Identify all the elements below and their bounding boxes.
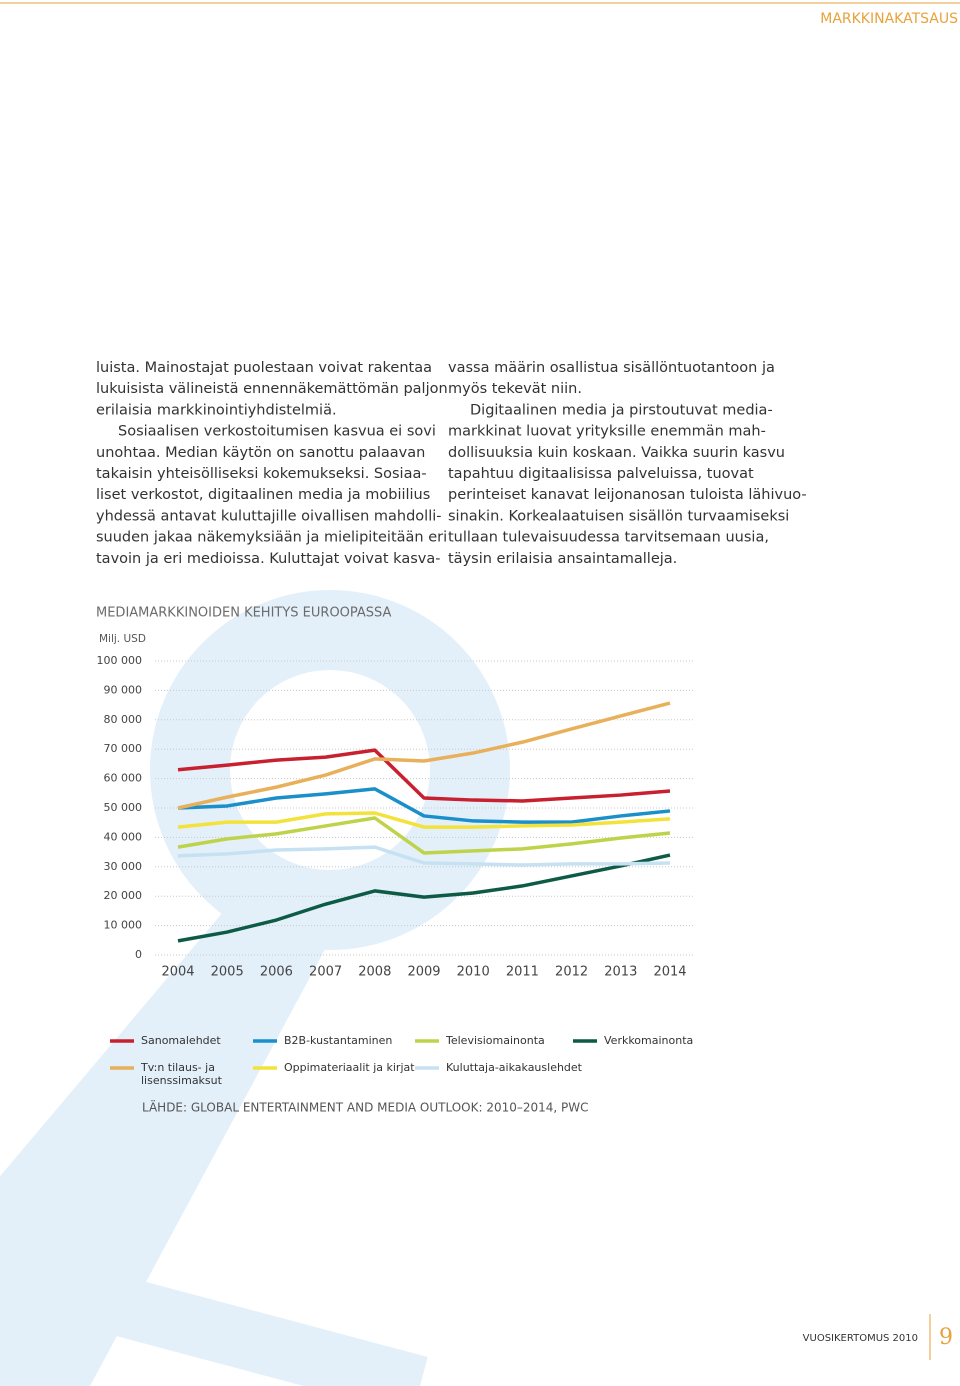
body-line: myös tekevät niin. bbox=[448, 381, 582, 397]
y-tick-label: 0 bbox=[135, 948, 142, 961]
decor-band bbox=[0, 880, 330, 1386]
body-line: markkinat luovat yrityksille enemmän mah… bbox=[448, 424, 766, 440]
page-number: 9 bbox=[939, 1325, 953, 1350]
legend-entry: Verkkomainonta bbox=[604, 1034, 694, 1047]
x-tick-label: 2012 bbox=[555, 965, 588, 980]
body-line: unohtaa. Median käytön on sanottu palaav… bbox=[96, 445, 425, 461]
y-tick-label: 20 000 bbox=[104, 889, 143, 902]
section-title: MARKKINAKATSAUS bbox=[820, 11, 958, 27]
series-line bbox=[177, 787, 671, 824]
body-line: takaisin yhteisölliseksi kokemukseksi. S… bbox=[96, 466, 427, 482]
body-line: Sosiaalisen verkostoitumisen kasvua ei s… bbox=[118, 424, 436, 440]
x-tick-label: 2011 bbox=[506, 965, 539, 980]
y-tick-label: 50 000 bbox=[104, 801, 143, 814]
legend-entry: Kuluttaja-aikakauslehdet bbox=[446, 1061, 582, 1074]
y-axis-label: Milj. USD bbox=[99, 633, 146, 645]
x-tick-label: 2013 bbox=[604, 965, 637, 980]
x-tick-label: 2006 bbox=[260, 965, 293, 980]
body-line: erilaisia markkinointiyhdistelmiä. bbox=[96, 402, 337, 418]
x-tick-label: 2004 bbox=[161, 965, 194, 980]
body-line: yhdessä antavat kuluttajille oivallisen … bbox=[96, 508, 442, 524]
body-line: tavoin ja eri medioissa. Kuluttajat voiv… bbox=[96, 551, 440, 567]
legend-entry: Tv:n tilaus- ja lisenssimaksut bbox=[141, 1061, 222, 1087]
body-line: vassa määrin osallistua sisällöntuotanto… bbox=[448, 360, 775, 376]
x-tick-label: 2014 bbox=[653, 965, 686, 980]
background-decor bbox=[0, 590, 510, 1386]
legend-entry: Oppimateriaalit ja kirjat bbox=[284, 1061, 415, 1074]
series-line bbox=[177, 845, 671, 867]
body-line: dollisuuksia kuin koskaan. Vaikka suurin… bbox=[448, 445, 785, 461]
y-tick-label: 60 000 bbox=[104, 772, 143, 785]
body-line: perinteiset kanavat leijonanosan tuloist… bbox=[448, 487, 807, 503]
y-tick-label: 30 000 bbox=[104, 860, 143, 873]
legend-entry: Televisiomainonta bbox=[446, 1034, 545, 1047]
body-line: suuden jakaa näkemyksiään ja mielipiteit… bbox=[96, 530, 447, 546]
legend-label: Tv:n tilaus- ja lisenssimaksut bbox=[141, 1061, 222, 1087]
x-tick-label: 2007 bbox=[309, 965, 342, 980]
legend-label: B2B-kustantaminen bbox=[284, 1034, 393, 1047]
body-line: täysin erilaisia ansaintamalleja. bbox=[448, 551, 677, 567]
legend-label: Oppimateriaalit ja kirjat bbox=[284, 1061, 415, 1074]
legend-label: Kuluttaja-aikakauslehdet bbox=[446, 1061, 582, 1074]
series-line bbox=[177, 853, 671, 943]
body-line: Digitaalinen media ja pirstoutuvat media… bbox=[470, 402, 773, 418]
y-tick-label: 90 000 bbox=[104, 683, 143, 696]
series-line bbox=[177, 816, 671, 855]
body-line: tapahtuu digitaalisissa palveluissa, tuo… bbox=[448, 466, 754, 482]
body-line: lukuisista välineistä ennennäkemättömän … bbox=[96, 381, 448, 397]
x-tick-label: 2010 bbox=[457, 965, 490, 980]
legend-entry: B2B-kustantaminen bbox=[284, 1034, 393, 1047]
x-tick-label: 2008 bbox=[358, 965, 391, 980]
body-line: liset verkostot, digitaalinen media ja m… bbox=[96, 487, 430, 503]
series-line bbox=[177, 748, 671, 803]
series-line bbox=[177, 701, 671, 810]
decor-band bbox=[52, 1261, 428, 1386]
series-line bbox=[177, 811, 671, 829]
legend-label: Sanomalehdet bbox=[141, 1034, 221, 1047]
y-tick-label: 70 000 bbox=[104, 742, 143, 755]
body-line: sinakin. Korkealaatuisen sisällön turvaa… bbox=[448, 508, 789, 524]
y-tick-label: 100 000 bbox=[97, 654, 143, 667]
legend-label: Televisiomainonta bbox=[446, 1034, 545, 1047]
body-line: tullaan tulevaisuudessa tarvitsemaan uus… bbox=[448, 530, 769, 546]
source: LÄHDE: GLOBAL ENTERTAINMENT AND MEDIA OU… bbox=[142, 1100, 589, 1115]
body-line: luista. Mainostajat puolestaan voivat ra… bbox=[96, 360, 432, 376]
chart-title: MEDIAMARKKINOIDEN KEHITYS EUROOPASSA bbox=[96, 606, 392, 621]
footer-publication: VUOSIKERTOMUS 2010 bbox=[803, 1333, 918, 1344]
x-tick-label: 2009 bbox=[407, 965, 440, 980]
legend-label: Verkkomainonta bbox=[604, 1034, 694, 1047]
x-tick-label: 2005 bbox=[211, 965, 244, 980]
decor-ring bbox=[150, 590, 510, 950]
y-tick-label: 10 000 bbox=[104, 919, 143, 932]
legend-entry: Sanomalehdet bbox=[141, 1034, 221, 1047]
y-tick-label: 40 000 bbox=[104, 830, 143, 843]
y-tick-label: 80 000 bbox=[104, 713, 143, 726]
